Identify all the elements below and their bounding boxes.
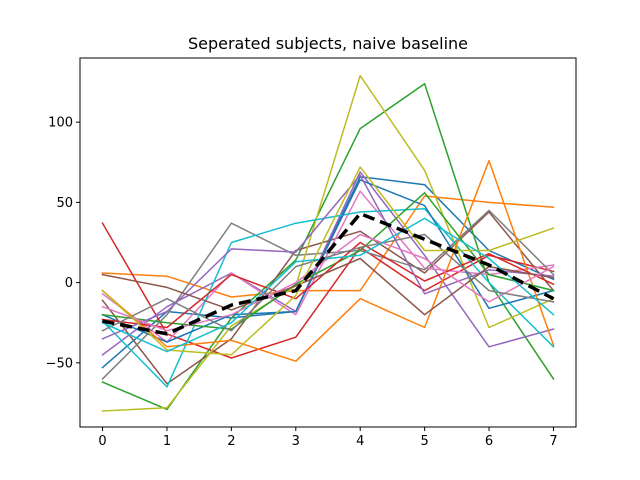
y-tick-label: 0	[65, 276, 73, 291]
series-lines	[101, 74, 555, 412]
series-line-12	[101, 159, 555, 362]
y-tick-label: −50	[46, 356, 73, 371]
series-line-6	[101, 211, 555, 385]
chart-title: Seperated subjects, naive baseline	[188, 34, 468, 53]
x-tick-label: 3	[292, 434, 300, 449]
series-line-14	[101, 241, 555, 329]
series-line-11	[101, 179, 555, 343]
x-tick-label: 2	[227, 434, 235, 449]
x-tick-label: 1	[163, 434, 171, 449]
series-layer	[101, 74, 555, 412]
y-tick-label: 100	[48, 116, 73, 131]
x-tick-label: 5	[420, 434, 428, 449]
axes-frame	[79, 57, 577, 428]
series-line-9	[101, 74, 555, 412]
x-tick-label: 0	[98, 434, 106, 449]
series-line-19	[101, 166, 555, 356]
series-line-18	[101, 233, 555, 332]
series-line-8	[101, 209, 555, 380]
series-line-10	[101, 208, 555, 388]
mean-line	[102, 211, 555, 336]
series-line-2	[101, 195, 555, 298]
x-tick-label: 7	[549, 434, 557, 449]
series-line-13	[101, 192, 555, 330]
x-tick-label: 4	[356, 434, 364, 449]
x-tick-label: 6	[485, 434, 493, 449]
series-line-20	[101, 217, 555, 353]
y-tick-label: 50	[56, 196, 73, 211]
series-line-16	[101, 257, 555, 316]
axes-layer: 0 1 2 3 4 5 6 7 −50 0 50 100	[46, 57, 577, 449]
